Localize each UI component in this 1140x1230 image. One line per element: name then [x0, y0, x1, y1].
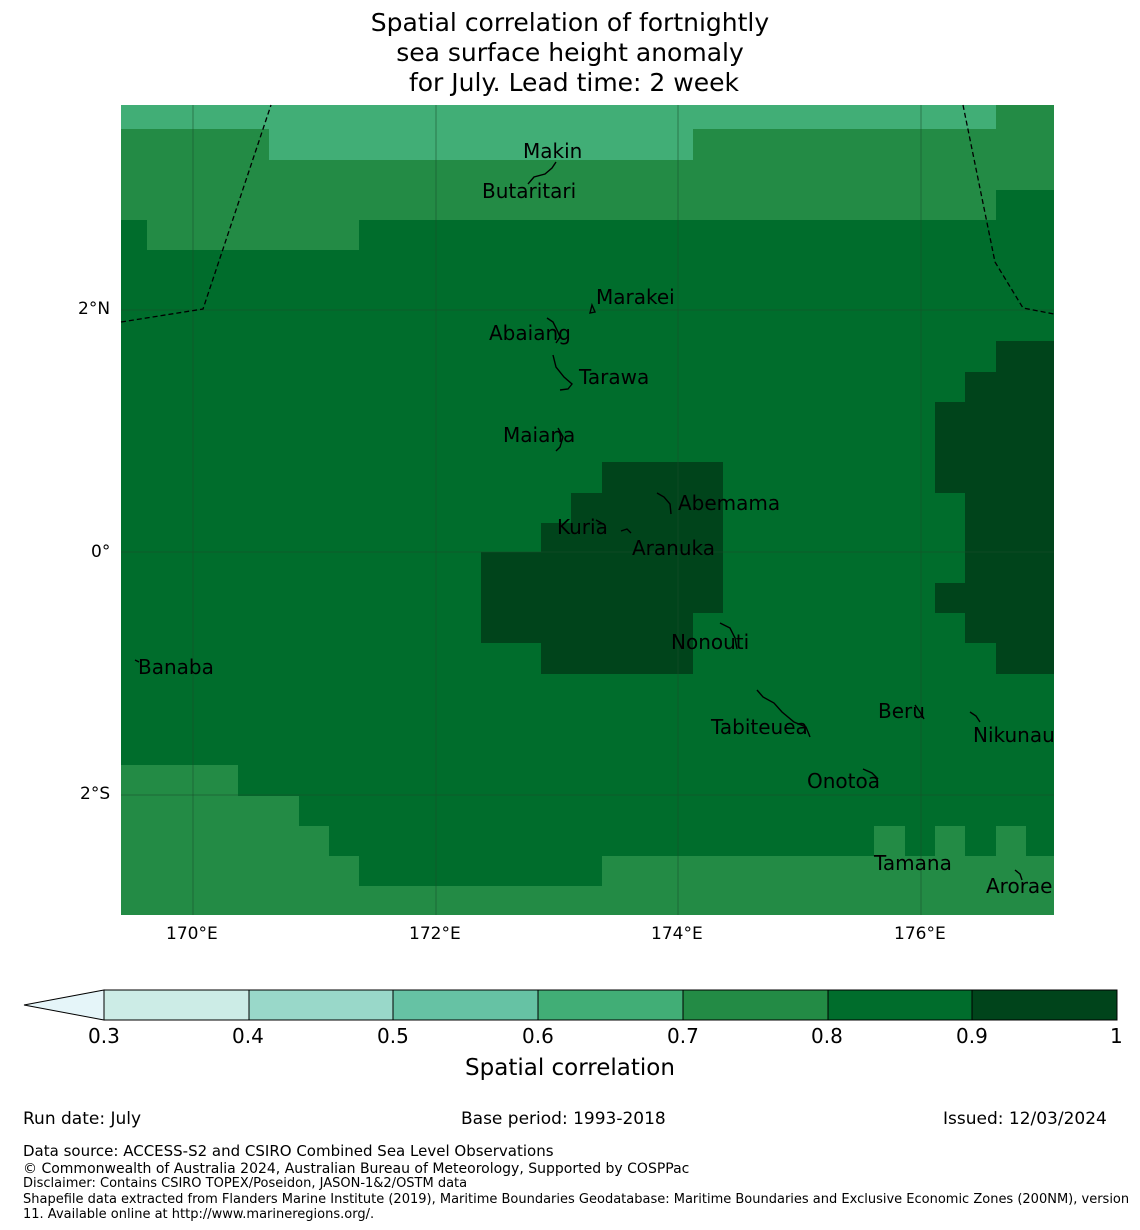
lon-tick-176: 176°E [894, 924, 946, 944]
title-line-3: for July. Lead time: 2 week [401, 68, 739, 97]
map-title: Spatial correlation of fortnightly sea s… [0, 8, 1140, 98]
label-abaiang: Abaiang [489, 321, 571, 345]
cb-tick-1: 1 [1110, 1024, 1123, 1048]
label-aranuka: Aranuka [632, 536, 715, 560]
eez-boundary [120, 104, 1055, 323]
lat-tick-2n: 2°N [78, 299, 111, 319]
lat-tick-2s: 2°S [80, 784, 111, 804]
issued-date: Issued: 12/03/2024 [943, 1109, 1107, 1129]
label-nikunau: Nikunau [973, 723, 1055, 747]
correlation-grid [121, 105, 1054, 915]
label-arorae: Arorae [986, 874, 1052, 898]
lat-tick-0: 0° [91, 542, 111, 562]
place-labels: Makin Butaritari Marakei Abaiang Tarawa … [138, 139, 1055, 898]
label-kuria: Kuria [557, 515, 608, 539]
colorbar-bin-4 [683, 990, 828, 1020]
cb-tick-0.3: 0.3 [88, 1024, 120, 1048]
colorbar-bin-3 [538, 990, 683, 1020]
colorbar [23, 989, 1118, 1021]
disclaimer: Disclaimer: Contains CSIRO TOPEX/Poseido… [23, 1176, 468, 1191]
cb-tick-0.7: 0.7 [667, 1024, 699, 1048]
colorbar-bin-5 [828, 990, 972, 1020]
field-bottom-band [121, 765, 1054, 915]
lon-tick-174: 174°E [651, 924, 703, 944]
label-maiana: Maiana [503, 423, 575, 447]
island-outlines [134, 161, 1023, 881]
label-tarawa: Tarawa [578, 365, 649, 389]
cb-tick-0.9: 0.9 [956, 1024, 988, 1048]
label-abemama: Abemama [678, 491, 780, 515]
label-tabiteuea: Tabiteuea [710, 715, 808, 739]
colorbar-label: Spatial correlation [465, 1055, 675, 1081]
title-line-2: sea surface height anomaly [396, 38, 744, 67]
label-makin: Makin [523, 139, 582, 163]
field-top-light [121, 105, 996, 160]
lon-tick-170: 170°E [166, 924, 218, 944]
map-figure: Makin Butaritari Marakei Abaiang Tarawa … [23, 104, 1118, 1021]
cb-tick-0.5: 0.5 [377, 1024, 409, 1048]
colorbar-bin-6 [972, 990, 1117, 1020]
colorbar-bin-0 [104, 990, 249, 1020]
colorbar-bin-1 [249, 990, 393, 1020]
colorbar-extend-triangle [23, 989, 105, 1021]
label-beru: Beru [878, 699, 925, 723]
label-tamana: Tamana [873, 851, 952, 875]
copyright: © Commonwealth of Australia 2024, Austra… [23, 1161, 690, 1177]
label-onotoa: Onotoa [807, 769, 880, 793]
label-butaritari: Butaritari [482, 179, 576, 203]
cb-tick-0.4: 0.4 [232, 1024, 264, 1048]
label-marakei: Marakei [596, 285, 675, 309]
title-line-1: Spatial correlation of fortnightly [370, 8, 770, 37]
base-period: Base period: 1993-2018 [461, 1109, 666, 1129]
data-source: Data source: ACCESS-S2 and CSIRO Combine… [23, 1142, 554, 1160]
label-nonouti: Nonouti [671, 630, 749, 654]
colorbar-bin-2 [393, 990, 538, 1020]
cb-tick-0.8: 0.8 [811, 1024, 843, 1048]
label-banaba: Banaba [138, 655, 214, 679]
field-center-high [481, 462, 723, 674]
graticule [121, 105, 1054, 915]
lon-tick-172: 172°E [409, 924, 461, 944]
field-east-high [935, 341, 1054, 674]
shapefile-credit: Shapefile data extracted from Flanders M… [23, 1192, 1130, 1222]
run-date: Run date: July [23, 1109, 142, 1129]
cb-tick-0.6: 0.6 [522, 1024, 554, 1048]
